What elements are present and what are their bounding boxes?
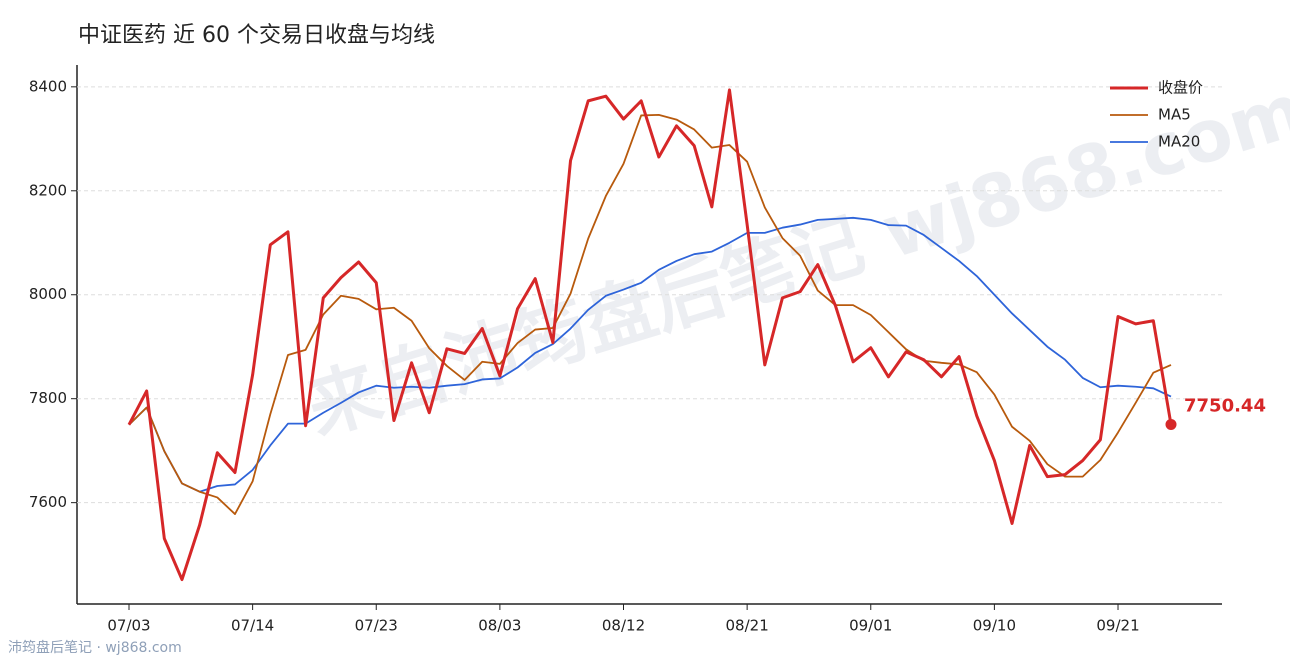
y-tick-label: 8200: [29, 181, 67, 199]
y-tick-label: 7800: [29, 389, 67, 407]
y-tick-label: 7600: [29, 493, 67, 511]
series-line: [127, 88, 1173, 582]
chart-title: 中证医药 近 60 个交易日收盘与均线: [78, 23, 435, 48]
series-line: [128, 216, 1172, 493]
x-tick-label: 07/03: [107, 617, 150, 635]
x-tick-label: 09/10: [973, 617, 1016, 635]
x-tick-label: 08/21: [726, 617, 769, 635]
x-tick-label: 08/12: [602, 617, 645, 635]
legend-label: MA20: [1158, 133, 1200, 151]
x-tick-label: 09/21: [1096, 617, 1139, 635]
x-tick-label: 07/23: [355, 617, 398, 635]
y-tick-label: 8400: [29, 77, 67, 95]
series-line: [128, 113, 1172, 515]
y-tick-label: 8000: [29, 285, 67, 303]
end-label: 7750.44: [1184, 395, 1266, 416]
legend-label: 收盘价: [1158, 79, 1203, 97]
legend-label: MA5: [1158, 106, 1191, 124]
x-tick-label: 09/01: [849, 617, 892, 635]
x-tick-label: 07/14: [231, 617, 274, 635]
x-tick-label: 08/03: [478, 617, 521, 635]
footer: 沛筠盘后笔记 · wj868.com: [8, 639, 182, 656]
end-point: [1165, 418, 1177, 430]
